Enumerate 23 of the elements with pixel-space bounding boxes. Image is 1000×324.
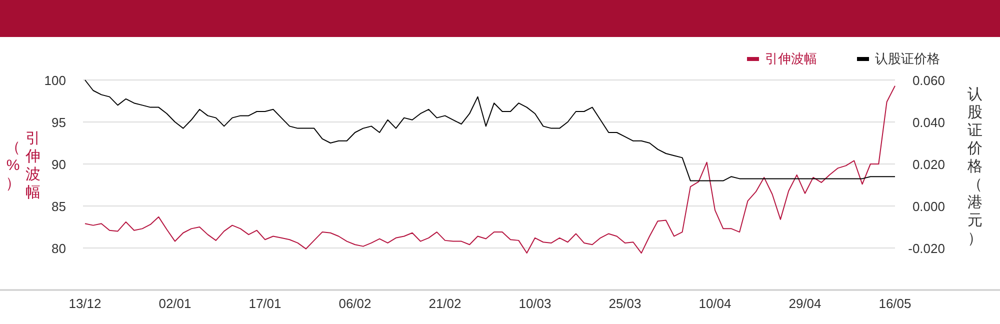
y2-tick-label: -0.020 (908, 241, 945, 256)
y-tick-label: 80 (52, 241, 66, 256)
legend-label: 认股证价格 (875, 50, 940, 68)
y-tick-label: 100 (44, 73, 66, 88)
y2-axis-title: 认股证价格（港元） (966, 86, 984, 248)
y2-tick-label: 0.040 (912, 115, 945, 130)
y-tick-label: 95 (52, 115, 66, 130)
x-tick-label: 16/05 (878, 296, 912, 311)
x-tick-label: 06/02 (338, 296, 372, 311)
y2-tick-label: 0.000 (912, 199, 945, 214)
y2-tick-label: 0.060 (912, 73, 945, 88)
x-tick-label: 25/03 (608, 296, 642, 311)
y-tick-label: 85 (52, 199, 66, 214)
x-tick-label: 10/04 (698, 296, 732, 311)
x-tick-label: 10/03 (518, 296, 552, 311)
legend-label: 引伸波幅 (765, 50, 817, 68)
x-tick-label: 17/01 (248, 296, 282, 311)
y-tick-label: 90 (52, 157, 66, 172)
x-tick-label: 29/04 (788, 296, 822, 311)
y2-tick-label: 0.020 (912, 157, 945, 172)
x-tick-label: 13/12 (68, 296, 102, 311)
x-tick-label: 02/01 (158, 296, 192, 311)
x-tick-label: 21/02 (428, 296, 462, 311)
